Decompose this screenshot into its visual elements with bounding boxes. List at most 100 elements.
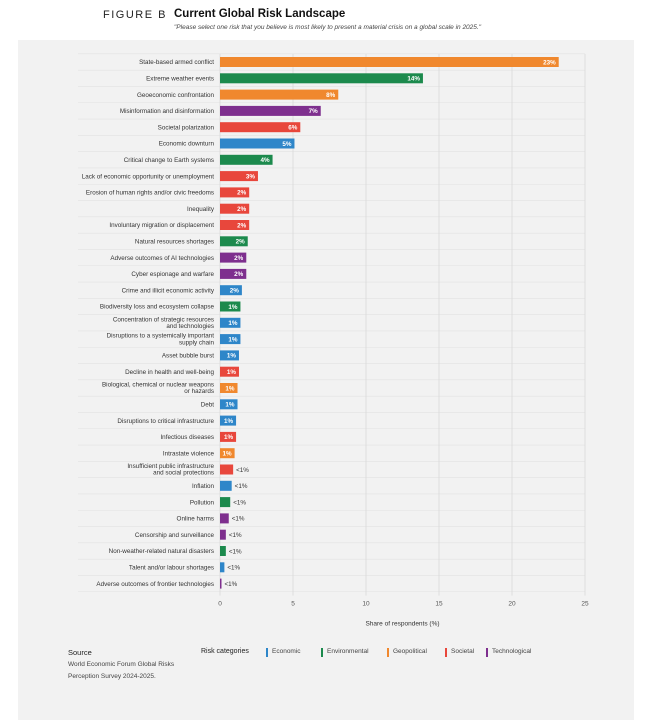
- category-label: Natural resources shortages: [135, 239, 214, 246]
- legend-item-technological: Technological: [486, 648, 531, 657]
- bar: [220, 105, 321, 116]
- category-label: Insufficient public infrastructure and so…: [127, 463, 214, 477]
- x-tick-label: 20: [508, 601, 516, 608]
- category-label: Misinformation and disinformation: [120, 108, 215, 115]
- category-label: Concentration of strategic resources and …: [113, 316, 214, 330]
- category-label: Critical change to Earth systems: [124, 157, 214, 164]
- source-title: Source: [68, 648, 92, 657]
- value-label: <1%: [229, 532, 242, 539]
- value-label: 4%: [260, 157, 270, 164]
- x-tick-label: 10: [362, 601, 370, 608]
- x-tick-label: 15: [435, 601, 443, 608]
- value-label: <1%: [236, 467, 249, 474]
- bar: [220, 399, 238, 410]
- bar: [220, 236, 248, 247]
- bar: [220, 154, 273, 165]
- category-label: Biological, chemical or nuclear weapons o…: [102, 382, 214, 396]
- chart-title: Current Global Risk Landscape: [174, 8, 346, 20]
- bar: [220, 122, 301, 133]
- value-label: 1%: [228, 320, 238, 327]
- bar: [220, 171, 258, 182]
- bar: [220, 301, 241, 312]
- bar: [220, 546, 226, 556]
- bar: [220, 317, 241, 328]
- bar: [220, 252, 247, 263]
- value-label: 6%: [288, 125, 298, 132]
- category-label: Disruptions to a systemically important s…: [107, 333, 215, 347]
- bar: [220, 89, 339, 100]
- category-label: Lack of economic opportunity or unemploy…: [82, 173, 215, 180]
- chart-footer: Source World Economic Forum Global Risks…: [18, 640, 634, 720]
- x-tick-label: 25: [581, 601, 589, 608]
- value-label: 1%: [228, 336, 238, 343]
- value-label: <1%: [229, 548, 242, 555]
- category-label: Online harms: [177, 516, 214, 523]
- category-label: Debt: [201, 402, 215, 409]
- value-label: 1%: [227, 369, 237, 376]
- value-label: 2%: [230, 288, 240, 295]
- bar: [220, 285, 242, 296]
- bar: [220, 334, 241, 345]
- category-label: Talent and/or labour shortages: [129, 565, 214, 572]
- bar: [220, 366, 239, 377]
- value-label: 1%: [222, 451, 232, 458]
- category-label: Censorship and surveillance: [135, 532, 215, 539]
- category-label: Involuntary migration or displacement: [109, 222, 214, 229]
- figure-header: FIGURE B Current Global Risk Landscape "…: [0, 8, 649, 42]
- value-label: 23%: [543, 59, 556, 66]
- value-label: 14%: [407, 76, 420, 83]
- category-label: Geoeconomic confrontation: [137, 92, 215, 99]
- bar: [220, 268, 247, 279]
- bar-chart: 0 5 10 15 20 25 Share of respondents (%) State-…: [78, 53, 589, 628]
- legend-item-societal: Societal: [445, 648, 474, 657]
- value-label: <1%: [227, 565, 240, 572]
- category-label: Inequality: [187, 206, 215, 213]
- category-label: Erosion of human rights and/or civic fre…: [86, 190, 214, 197]
- value-label: 2%: [236, 239, 246, 246]
- legend-title: Risk categories: [201, 648, 249, 655]
- value-label: 7%: [309, 108, 319, 115]
- bar: [220, 562, 225, 573]
- chart-subtitle: "Please select one risk that you believe…: [174, 24, 482, 31]
- bar: [220, 431, 237, 442]
- value-label: <1%: [225, 581, 238, 588]
- value-label: 3%: [246, 173, 256, 180]
- category-label: Decline in health and well-being: [125, 369, 214, 376]
- value-label: 2%: [234, 271, 244, 278]
- category-label: Crime and illicit economic activity: [122, 287, 215, 294]
- bar: [220, 480, 232, 491]
- category-label: Societal polarization: [158, 124, 215, 131]
- category-label: Intrastate violence: [163, 450, 215, 457]
- value-label: 8%: [326, 92, 336, 99]
- category-label: Extreme weather events: [146, 76, 214, 83]
- value-label: <1%: [235, 483, 248, 490]
- bar: [220, 220, 250, 230]
- bar: [220, 138, 295, 149]
- bar: [220, 73, 423, 84]
- value-label: 2%: [237, 206, 247, 213]
- value-label: 5%: [282, 141, 292, 148]
- bar: [220, 350, 239, 361]
- category-label: Pollution: [190, 499, 215, 506]
- source-text: World Economic Forum Global Risks Percep…: [68, 661, 175, 680]
- value-label: 1%: [225, 385, 235, 392]
- value-label: 1%: [227, 353, 237, 360]
- category-label: Cyber espionage and warfare: [131, 271, 214, 278]
- category-label: Inflation: [192, 483, 215, 490]
- bar: [220, 57, 559, 67]
- value-label: 1%: [224, 434, 234, 441]
- bar: [220, 448, 235, 459]
- x-tick-label: 0: [218, 601, 222, 608]
- legend-item-economic: Economic: [266, 648, 301, 657]
- bar: [220, 578, 222, 589]
- value-label: <1%: [232, 516, 245, 523]
- bar: [220, 415, 237, 426]
- value-label: 2%: [237, 190, 247, 197]
- x-axis-title: Share of respondents (%): [365, 621, 439, 628]
- category-label: State-based armed conflict: [139, 59, 214, 66]
- legend-item-environmental: Environmental: [321, 648, 369, 657]
- category-label: Asset bubble burst: [162, 353, 214, 360]
- legend-item-geopolitical: Geopolitical: [387, 648, 427, 657]
- x-tick-label: 5: [291, 601, 295, 608]
- value-label: 2%: [237, 222, 247, 229]
